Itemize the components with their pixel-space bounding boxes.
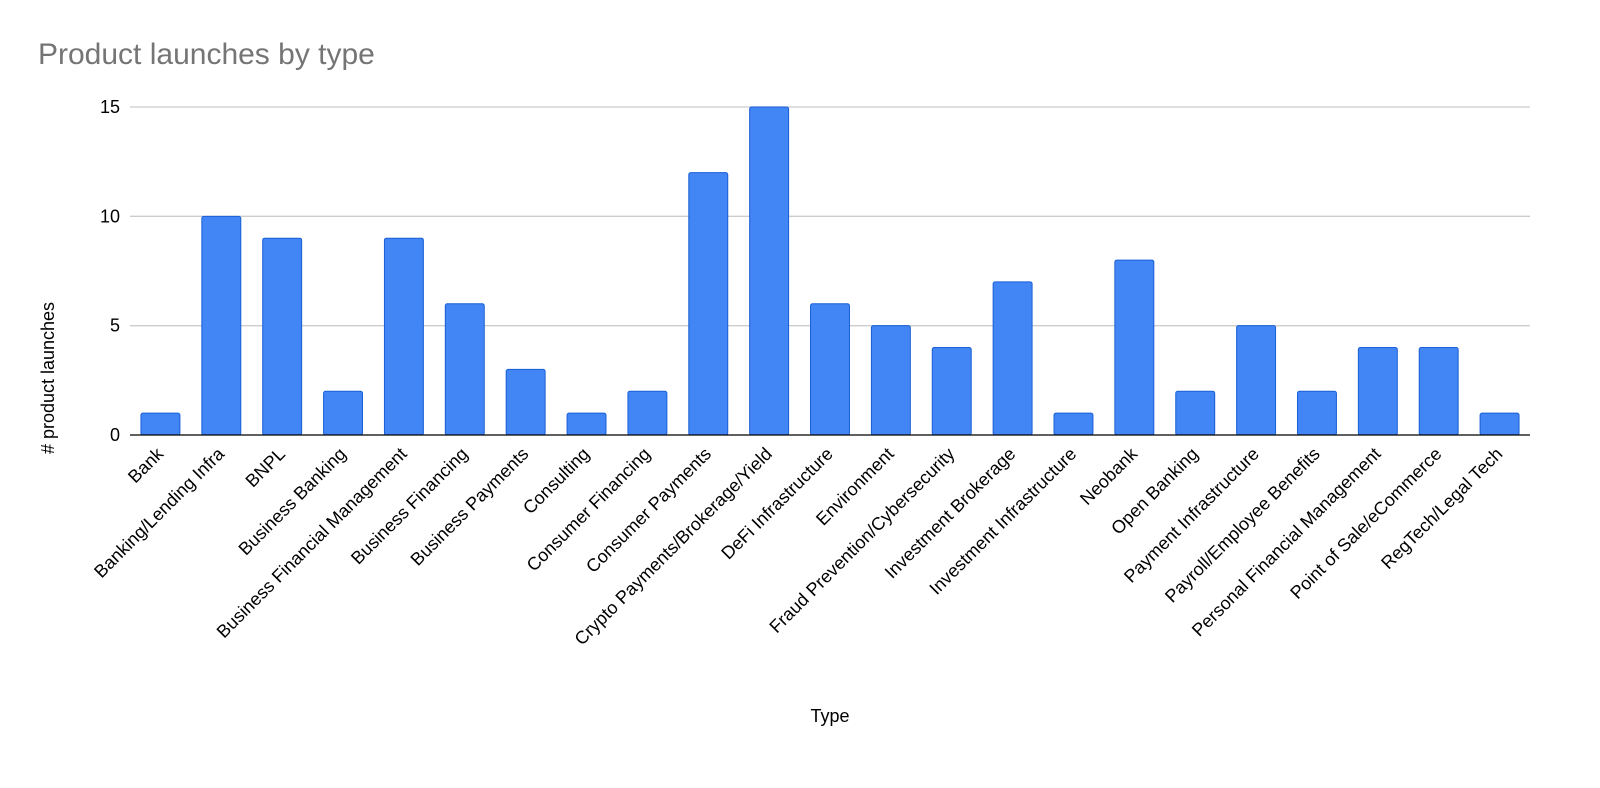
- bar: [201, 215, 242, 436]
- x-category-label: Business Payments: [407, 444, 533, 570]
- bar: [992, 281, 1033, 436]
- x-category-label: BNPL: [242, 444, 289, 491]
- bar: [1053, 412, 1094, 436]
- bar: [810, 303, 850, 436]
- x-category-label: Bank: [124, 443, 168, 487]
- bars: [140, 106, 1520, 436]
- bar: [1175, 390, 1216, 436]
- y-tick-label: 5: [110, 316, 120, 336]
- x-category-label: DeFi Infrastructure: [717, 444, 837, 564]
- bar: [1114, 259, 1155, 436]
- bar: [1296, 390, 1337, 436]
- y-tick-label: 15: [100, 97, 120, 117]
- bar: [749, 106, 790, 436]
- x-axis-title: Type: [810, 706, 849, 726]
- bar: [627, 390, 668, 436]
- bar: [262, 237, 303, 436]
- bar: [566, 412, 607, 436]
- bar: [931, 347, 972, 436]
- bar: [383, 237, 424, 436]
- y-tick-label: 0: [110, 425, 120, 445]
- bar: [444, 303, 485, 436]
- gridlines: [130, 106, 1530, 327]
- x-category-label: Business Banking: [235, 444, 350, 559]
- y-axis-tick-labels: 0 5 10 15: [100, 97, 120, 445]
- x-category-label: Business Financing: [347, 444, 472, 569]
- x-category-label: RegTech/Legal Tech: [1377, 444, 1506, 573]
- y-tick-label: 10: [100, 206, 120, 226]
- bar: [1236, 325, 1277, 436]
- bar: [1357, 347, 1398, 436]
- chart-title: Product launches by type: [38, 38, 375, 71]
- bar: [505, 368, 546, 436]
- bar: [688, 172, 729, 436]
- bar: [140, 412, 181, 436]
- y-axis-title: # product launches: [38, 302, 58, 454]
- bar: [1418, 347, 1459, 436]
- bar: [1479, 412, 1520, 436]
- bar: [870, 325, 911, 436]
- bar: [323, 390, 364, 436]
